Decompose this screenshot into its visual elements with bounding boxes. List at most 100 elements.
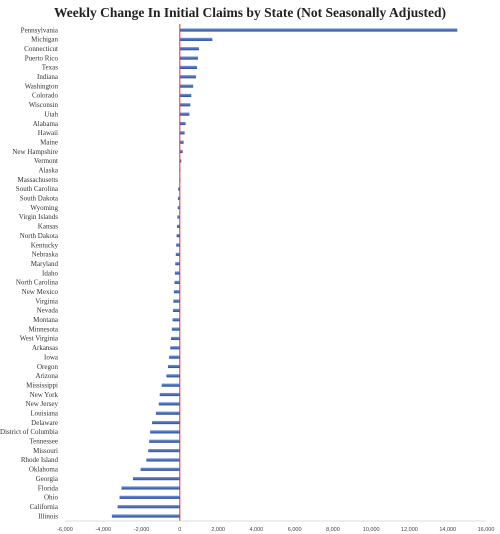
x-tick-labels: -6,000 -4,000 -2,000 0 2,000 4,000 6,000 8,000 1… (57, 527, 494, 533)
bar-connecticut (179, 47, 199, 51)
bar-west-virginia (171, 336, 180, 341)
bar-district-of-columbia (150, 430, 180, 434)
category-label: Montana (33, 316, 59, 324)
bar-texas (179, 65, 198, 69)
bar-nebraska (175, 252, 180, 256)
category-label: Indiana (37, 73, 59, 81)
category-label: Wyoming (30, 204, 58, 212)
category-label: New York (30, 391, 59, 399)
category-label: Nebraska (32, 251, 59, 259)
bar-kentucky (176, 243, 180, 247)
category-label: Iowa (44, 353, 59, 361)
category-label: Oregon (37, 363, 58, 371)
bar-oklahoma (140, 467, 180, 471)
category-label: Maine (40, 138, 58, 146)
bar-washington (179, 84, 194, 88)
category-label: Delaware (31, 419, 58, 427)
bar-new-jersey (158, 402, 180, 406)
chart-title: Weekly Change In Initial Claims by State… (54, 5, 446, 20)
category-label: Puerto Rico (25, 54, 59, 62)
bar-illinois (111, 514, 180, 518)
x-tick-label: 2,000 (211, 527, 225, 533)
bar-kansas (176, 224, 180, 228)
category-label: Hawaii (38, 129, 58, 137)
x-tick-label: 14,000 (439, 527, 456, 533)
bar-hawaii (179, 131, 185, 135)
category-label: New Hampshire (12, 148, 58, 156)
bar-utah (179, 112, 190, 116)
x-tick-label: 8,000 (326, 527, 340, 533)
category-label: Vermont (34, 157, 58, 165)
bar-vermont (179, 159, 182, 163)
bar-wisconsin (179, 103, 191, 107)
x-tick-label: 4,000 (249, 527, 263, 533)
bar-idaho (174, 271, 180, 275)
bar-delaware (152, 420, 180, 425)
category-label: Alaska (39, 166, 59, 174)
category-label: Nevada (37, 307, 59, 315)
category-label: Connecticut (24, 45, 58, 53)
category-label: District of Columbia (0, 428, 59, 436)
category-label: Ohio (44, 494, 59, 502)
category-label: Illinois (38, 512, 58, 520)
category-label: Virginia (35, 297, 59, 305)
x-tick-label: -2,000 (134, 527, 150, 533)
bar-minnesota (171, 327, 180, 331)
bar-tennessee (149, 439, 180, 443)
bar-iowa (169, 355, 180, 359)
category-label: Georgia (36, 475, 59, 483)
category-label: New Mexico (22, 288, 59, 296)
bar-georgia (132, 477, 180, 481)
category-label: Kentucky (31, 241, 59, 249)
category-label: North Dakota (20, 232, 59, 240)
category-label: North Carolina (16, 279, 59, 287)
x-tick-label: 6,000 (288, 527, 302, 533)
category-label: Washington (25, 82, 59, 90)
bar-pennsylvania (179, 28, 458, 32)
category-label: Missouri (33, 447, 58, 455)
category-label: Alabama (33, 120, 59, 128)
bar-michigan (179, 37, 213, 41)
category-label: Oklahoma (29, 466, 59, 474)
bar-louisiana (155, 411, 180, 415)
category-label: Arkansas (32, 344, 58, 352)
bar-nevada (172, 308, 180, 312)
category-label: Louisiana (30, 409, 58, 417)
bar-ohio (119, 495, 180, 499)
bar-arkansas (170, 346, 180, 350)
category-label: California (30, 503, 59, 511)
x-axis (65, 24, 486, 522)
category-label: Utah (44, 110, 58, 118)
x-tick-label: 16,000 (478, 527, 495, 533)
category-label: New Jersey (26, 400, 59, 408)
bar-wyoming (177, 205, 180, 210)
category-label: Florida (38, 484, 59, 492)
bar-rhode-island (146, 458, 180, 462)
bar-south-dakota (177, 196, 180, 200)
category-label: South Dakota (20, 195, 59, 203)
bar-california (117, 505, 180, 509)
bar-oregon (167, 364, 180, 369)
category-label: Maryland (31, 260, 59, 268)
bar-north-dakota (176, 234, 180, 238)
category-label: Virgin Islands (19, 213, 59, 221)
category-label: Arizona (35, 372, 58, 380)
bar-maine (179, 140, 184, 144)
category-label: Mississippi (26, 381, 58, 389)
bar-indiana (179, 75, 197, 79)
category-label: Massachusetts (18, 176, 59, 184)
category-label: Rhode Island (21, 456, 59, 464)
x-tick-label: -6,000 (57, 527, 73, 533)
bar-colorado (179, 93, 192, 98)
x-tick-label: 12,000 (401, 527, 418, 533)
bar-new-hampshire (179, 149, 183, 154)
category-label: Michigan (31, 36, 58, 44)
bar-arizona (166, 374, 180, 378)
category-label: Kansas (38, 223, 58, 231)
bar-maryland (175, 262, 180, 266)
x-tick-label: 0 (178, 527, 181, 533)
category-label: South Carolina (16, 185, 59, 193)
category-label: Colorado (32, 92, 59, 100)
bar-missouri (148, 448, 180, 453)
